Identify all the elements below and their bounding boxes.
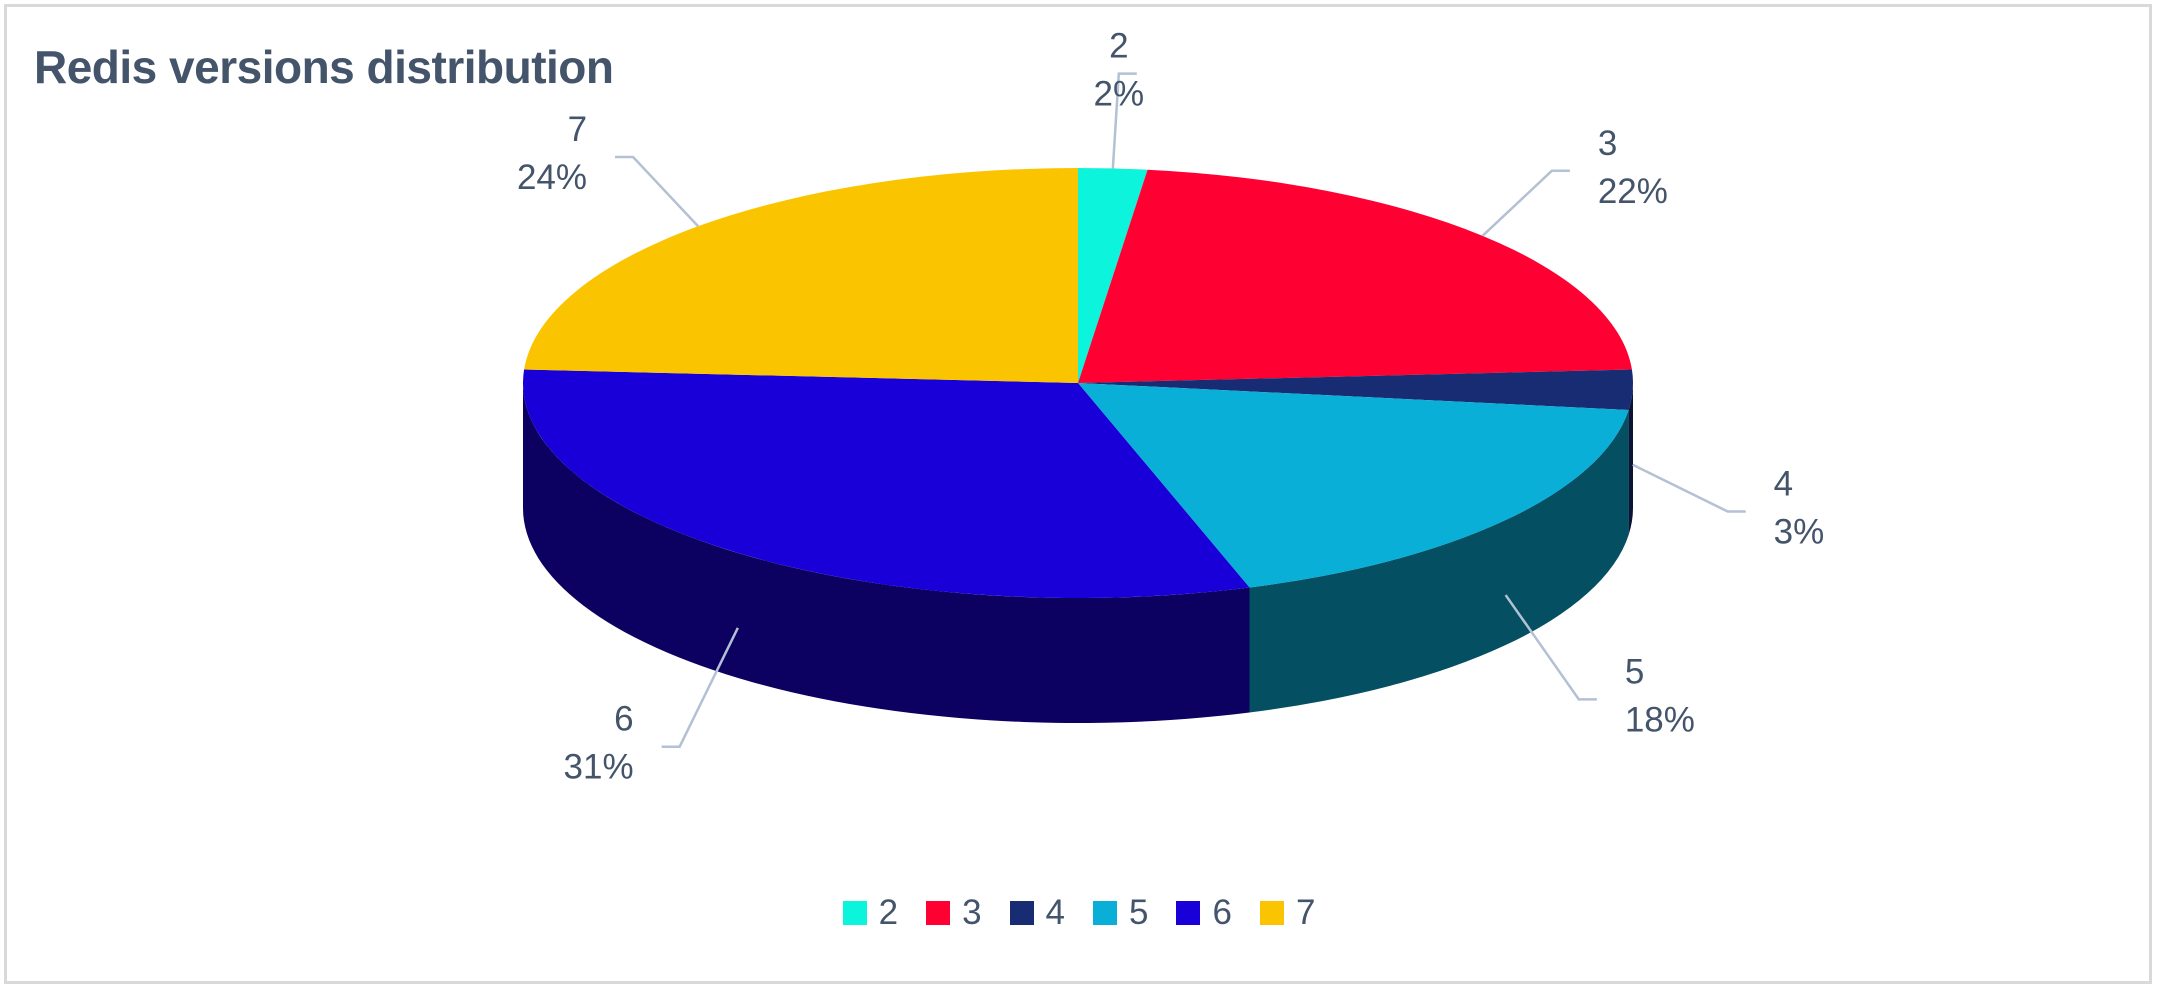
chart-legend: 2 3 4 5 6 7: [0, 893, 2158, 933]
pie-side-6: [523, 383, 1250, 724]
legend-item-3: 3: [926, 893, 982, 933]
pie-slice-2: [1078, 168, 1148, 383]
legend-swatch: [1259, 901, 1284, 925]
chart-title: Redis versions distribution: [34, 41, 614, 93]
legend-swatch: [842, 901, 867, 925]
pie-slice-4: [1078, 369, 1633, 410]
data-label-category-5: 5: [1625, 652, 1644, 691]
legend-label: 2: [878, 893, 899, 932]
data-label-category-2: 2: [1109, 27, 1128, 66]
data-label-percent-5: 18%: [1625, 700, 1695, 739]
data-label-percent-3: 22%: [1598, 172, 1668, 211]
leader-line-7: [615, 155, 699, 228]
data-label-percent-6: 31%: [564, 748, 634, 787]
data-label-percent-2: 2%: [1094, 75, 1145, 114]
pie-slice-6: [523, 369, 1250, 599]
data-label-category-3: 3: [1598, 124, 1617, 163]
leader-line-3: [1481, 169, 1570, 237]
legend-item-7: 7: [1259, 893, 1316, 933]
pie-slice-5: [1078, 383, 1629, 588]
legend-item-6: 6: [1176, 893, 1232, 933]
pie-slice-7: [524, 168, 1078, 383]
leader-line-2: [1111, 72, 1137, 169]
legend-swatch: [1009, 901, 1034, 925]
data-label-percent-7: 24%: [517, 158, 587, 197]
legend-label: 6: [1212, 893, 1232, 932]
data-label-category-6: 6: [614, 700, 633, 739]
legend-item-5: 5: [1093, 893, 1148, 933]
pie-slice-3: [1078, 169, 1632, 383]
leader-line-6: [661, 627, 739, 748]
leader-line-4: [1632, 463, 1746, 513]
legend-item-2: 2: [842, 893, 899, 933]
data-label-percent-4: 3%: [1774, 512, 1825, 551]
legend-swatch: [1093, 901, 1117, 925]
legend-swatch: [1176, 901, 1201, 925]
leader-line-5: [1504, 594, 1597, 701]
pie-side-5: [1249, 409, 1629, 713]
legend-label: 4: [1045, 893, 1065, 932]
legend-label: 3: [962, 893, 982, 932]
data-label-category-4: 4: [1774, 464, 1793, 503]
legend-item-4: 4: [1009, 893, 1065, 933]
legend-label: 7: [1295, 893, 1316, 932]
legend-label: 5: [1129, 893, 1149, 932]
pie-side-4: [1628, 383, 1633, 535]
legend-swatch: [926, 901, 951, 925]
data-label-category-7: 7: [568, 110, 587, 149]
